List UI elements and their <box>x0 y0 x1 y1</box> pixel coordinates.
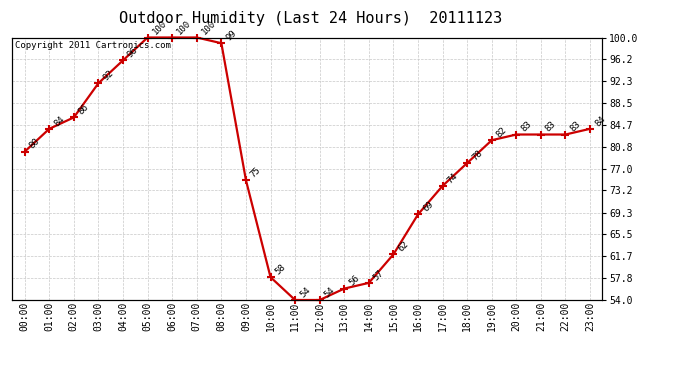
Text: 84: 84 <box>593 114 607 128</box>
Text: 80: 80 <box>28 137 41 151</box>
Text: 96: 96 <box>126 45 140 60</box>
Text: 100: 100 <box>175 19 193 37</box>
Text: 83: 83 <box>544 120 558 134</box>
Text: 54: 54 <box>298 285 312 299</box>
Text: 83: 83 <box>520 120 533 134</box>
Text: 92: 92 <box>101 68 115 82</box>
Text: 82: 82 <box>495 125 509 140</box>
Text: 62: 62 <box>396 240 411 254</box>
Text: 100: 100 <box>150 19 168 37</box>
Text: Copyright 2011 Cartronics.com: Copyright 2011 Cartronics.com <box>15 42 171 51</box>
Text: 75: 75 <box>249 165 263 179</box>
Text: 56: 56 <box>347 274 361 288</box>
Text: 84: 84 <box>52 114 66 128</box>
Text: 57: 57 <box>372 268 386 282</box>
Text: 69: 69 <box>421 200 435 213</box>
Text: 74: 74 <box>446 171 460 185</box>
Text: Outdoor Humidity (Last 24 Hours)  20111123: Outdoor Humidity (Last 24 Hours) 2011112… <box>119 11 502 26</box>
Text: 99: 99 <box>224 28 238 42</box>
Text: 83: 83 <box>569 120 582 134</box>
Text: 54: 54 <box>323 285 337 299</box>
Text: 58: 58 <box>273 262 288 276</box>
Text: 100: 100 <box>199 19 217 37</box>
Text: 86: 86 <box>77 103 91 117</box>
Text: 78: 78 <box>470 148 484 162</box>
